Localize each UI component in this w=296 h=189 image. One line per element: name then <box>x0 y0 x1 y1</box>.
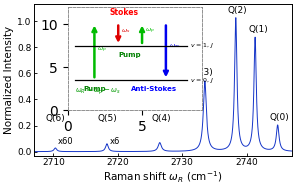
Text: x60: x60 <box>58 137 74 146</box>
Text: Q(5): Q(5) <box>97 114 117 123</box>
Text: Q(1): Q(1) <box>248 25 268 34</box>
Text: Q(2): Q(2) <box>227 6 247 15</box>
Text: Q(3): Q(3) <box>194 68 214 77</box>
Text: Q(4): Q(4) <box>151 114 171 123</box>
Text: Q(0): Q(0) <box>269 113 289 122</box>
X-axis label: Raman shift $\omega_R$ (cm$^{-1}$): Raman shift $\omega_R$ (cm$^{-1}$) <box>103 169 223 185</box>
Text: x6: x6 <box>110 137 120 146</box>
Y-axis label: Normalized Intensity: Normalized Intensity <box>4 26 14 134</box>
Text: Q(6): Q(6) <box>46 114 65 123</box>
